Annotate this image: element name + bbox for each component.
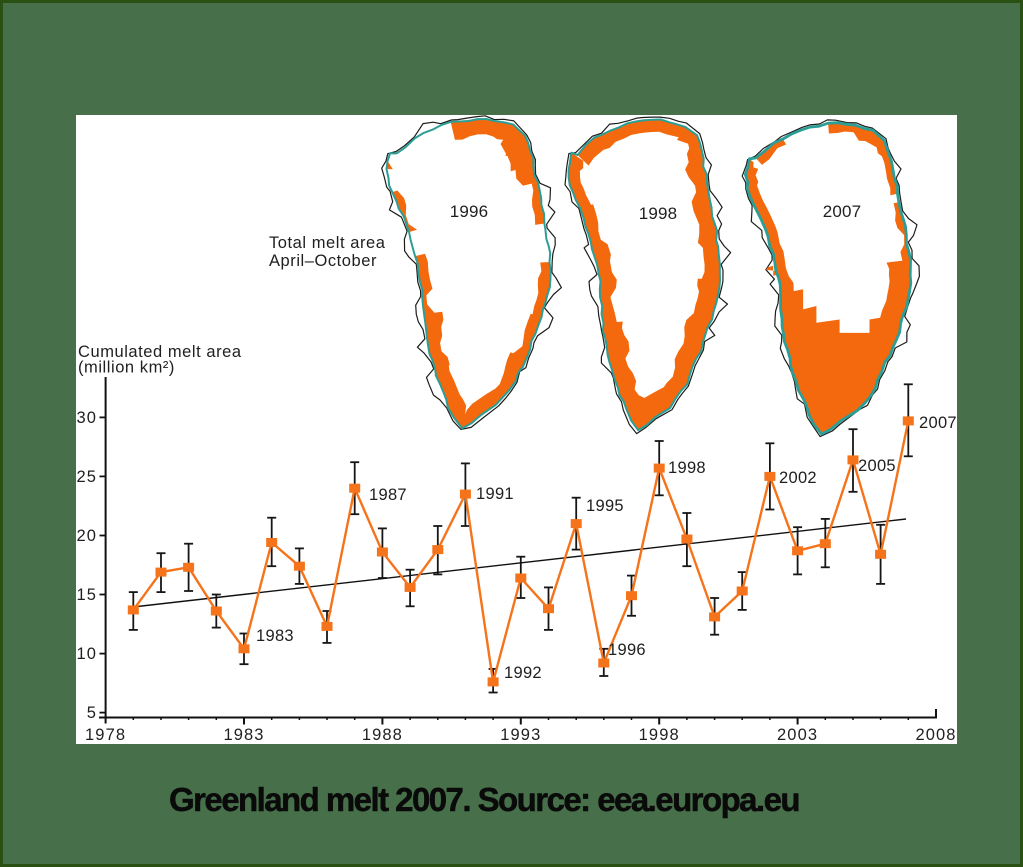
svg-text:5: 5 xyxy=(87,704,97,722)
svg-text:1998: 1998 xyxy=(668,459,706,477)
svg-text:1987: 1987 xyxy=(369,486,407,504)
svg-text:1988: 1988 xyxy=(362,726,403,744)
svg-text:2007: 2007 xyxy=(823,202,862,221)
svg-text:April–October: April–October xyxy=(269,252,377,270)
svg-text:1993: 1993 xyxy=(500,726,541,744)
svg-text:1983: 1983 xyxy=(223,726,264,744)
svg-text:25: 25 xyxy=(76,468,97,486)
svg-text:1996: 1996 xyxy=(608,641,646,659)
svg-text:Total melt area: Total melt area xyxy=(269,234,386,252)
svg-text:10: 10 xyxy=(76,645,97,663)
svg-text:Cumulated melt area: Cumulated melt area xyxy=(78,343,242,361)
svg-text:1983: 1983 xyxy=(256,627,294,645)
svg-text:1996: 1996 xyxy=(450,202,489,221)
svg-text:1992: 1992 xyxy=(504,664,542,682)
svg-text:20: 20 xyxy=(76,527,97,545)
svg-text:1978: 1978 xyxy=(85,726,126,744)
svg-text:(million km²): (million km²) xyxy=(78,359,175,377)
svg-text:2003: 2003 xyxy=(777,726,818,744)
svg-text:1995: 1995 xyxy=(586,497,624,515)
svg-text:2005: 2005 xyxy=(858,457,896,475)
svg-text:1998: 1998 xyxy=(639,204,678,223)
svg-text:2002: 2002 xyxy=(779,469,817,487)
svg-text:30: 30 xyxy=(76,409,97,427)
svg-text:1998: 1998 xyxy=(639,726,680,744)
svg-text:2007: 2007 xyxy=(919,414,957,432)
svg-text:15: 15 xyxy=(76,586,97,604)
svg-text:2008: 2008 xyxy=(915,726,956,744)
svg-text:1991: 1991 xyxy=(476,485,514,503)
